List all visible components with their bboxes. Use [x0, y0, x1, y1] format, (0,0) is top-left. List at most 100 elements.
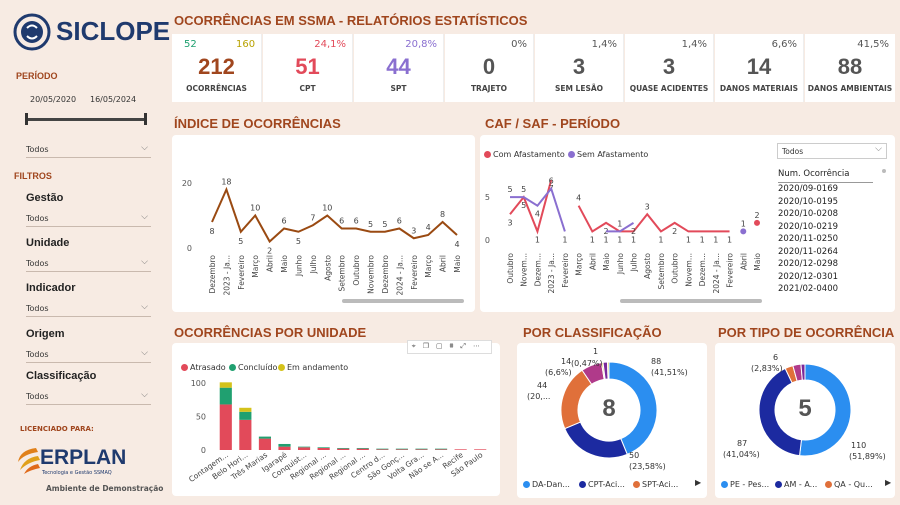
data-label: 18	[221, 178, 231, 187]
label-110: 110	[851, 441, 867, 450]
filter-icon[interactable]: ⩩	[449, 342, 461, 350]
legend-dot	[825, 481, 832, 488]
caf-select[interactable]: Todos ⌵	[777, 143, 887, 159]
filter-unidade-select[interactable]: Todos ⌵	[26, 256, 151, 272]
table-row[interactable]: 2020/12-0298	[778, 259, 839, 269]
table-row[interactable]: 2020/12-0301	[778, 271, 839, 282]
label-50-pct: (23,58%)	[629, 462, 666, 471]
filter-value: Todos	[26, 392, 49, 401]
comment-icon[interactable]: ▢	[436, 342, 450, 350]
date-range-slider[interactable]	[26, 118, 146, 121]
unidade-legend-atrasado[interactable]: Atrasado	[181, 363, 226, 372]
label-87-pct: (41,04%)	[723, 450, 760, 459]
caf-select-value: Todos	[782, 147, 804, 156]
label-14-pct: (6,6%)	[545, 368, 572, 377]
indice-scrollbar[interactable]	[342, 299, 464, 303]
x-tick-label: Outubro	[352, 255, 361, 286]
kpi-sem-lesao[interactable]: 1,4% 3 SEM LESÃO	[535, 34, 624, 102]
data-label: 5	[521, 201, 526, 210]
indice-card: 0 20 8 Dezembro 18 2023 - Ja... 5 Fevereiro 10 Ma…	[172, 135, 475, 312]
kpi-cpt[interactable]: 24,1% 51 CPT	[263, 34, 353, 102]
donut-slice	[564, 421, 628, 459]
y-tick-label: 0	[201, 446, 206, 455]
caf-table-scrollbar[interactable]	[882, 169, 886, 173]
period-select[interactable]: Todos ⌵	[26, 142, 151, 158]
slider-handle-end[interactable]	[144, 113, 147, 125]
data-label: 4	[426, 223, 431, 232]
focus-mode-icon[interactable]: ⤢	[460, 342, 473, 350]
table-row[interactable]: 2020/11-0250	[778, 234, 839, 244]
tipo-legend-qa[interactable]: QA - Qu...	[825, 480, 873, 489]
table-row[interactable]: 2020/11-0264	[778, 246, 839, 257]
caf-table-header[interactable]: Num. Ocorrência	[778, 169, 873, 183]
x-tick-label: Fevereiro	[237, 255, 246, 290]
kpi-value: 51	[295, 54, 320, 79]
caf-table-rows: 2020/09-0169 2020/10-0195 2020/10-0208 2020…	[778, 183, 873, 296]
donut-center-value: 8	[602, 395, 616, 422]
x-tick-label: Abril	[266, 255, 275, 272]
table-row[interactable]: 2020/10-0219	[778, 221, 839, 232]
legend-label: Concluído	[238, 363, 278, 372]
filter-indicador-select[interactable]: Todos ⌵	[26, 301, 151, 317]
label-110-pct: (51,89%)	[849, 452, 886, 461]
table-row[interactable]: 2020/10-0195	[778, 196, 839, 207]
kpi-danos-ambientais[interactable]: 41,5% 88 DANOS AMBIENTAIS	[805, 34, 895, 102]
kpi-label: SPT	[390, 84, 407, 93]
kpi-quase-acidentes[interactable]: 1,4% 3 QUASE ACIDENTES	[625, 34, 714, 102]
x-tick-label: Abril	[439, 255, 448, 272]
filter-origem-select[interactable]: Todos ⌵	[26, 347, 151, 363]
data-label: 6	[339, 217, 344, 226]
unidade-bar-segment	[239, 411, 252, 420]
filter-gestao-select[interactable]: Todos ⌵	[26, 211, 151, 227]
more-options-icon[interactable]: ⋯	[473, 342, 487, 350]
x-tick-label: Agosto	[323, 255, 332, 281]
data-label: 1	[617, 219, 622, 228]
legend-label: CPT-Aci...	[588, 480, 625, 489]
x-tick-label: Fevereiro	[726, 253, 735, 288]
data-label: 1	[713, 235, 718, 244]
legend-dot	[484, 151, 491, 158]
class-legend-spt[interactable]: SPT-Aci...	[633, 480, 678, 489]
table-row[interactable]: 2021/02-0400	[778, 284, 839, 294]
table-row[interactable]: 2020/10-0208	[778, 209, 839, 219]
kpi-spt[interactable]: 20,8% 44 SPT	[354, 34, 444, 102]
classificacao-donut-chart	[560, 361, 658, 459]
x-tick-label: Novem...	[684, 253, 693, 287]
kpi-label: DANOS AMBIENTAIS	[807, 84, 893, 93]
class-legend-da[interactable]: DA-Dan...	[523, 480, 570, 489]
caf-table[interactable]: Num. Ocorrência 2020/09-0169 2020/10-0195…	[778, 169, 873, 304]
pin-icon[interactable]: ⌖	[411, 342, 423, 350]
donut-slice	[560, 369, 593, 430]
unidade-legend-andamento[interactable]: Em andamento	[278, 363, 348, 372]
data-label: 4	[535, 210, 540, 219]
table-row[interactable]: 2020/09-0169	[778, 184, 839, 194]
caf-legend-sem[interactable]: Sem Afastamento	[568, 150, 648, 159]
chevron-down-icon: ⌵	[141, 390, 148, 400]
unidade-legend-concluido[interactable]: Concluído	[229, 363, 277, 372]
data-label: 1	[617, 235, 622, 244]
legend-next-icon[interactable]: ▶	[885, 478, 892, 487]
tipo-legend-am[interactable]: AM - A...	[775, 480, 817, 489]
caf-legend-com[interactable]: Com Afastamento	[484, 150, 565, 159]
date-end[interactable]: 16/05/2024	[90, 95, 137, 104]
kpi-trajeto[interactable]: 0% 0 TRAJETO	[445, 34, 534, 102]
legend-next-icon[interactable]: ▶	[695, 478, 702, 487]
unidade-bar-segment	[258, 438, 271, 450]
copy-icon[interactable]: ❐	[422, 342, 437, 350]
date-start[interactable]: 20/05/2020	[30, 95, 77, 104]
legend-dot	[579, 481, 586, 488]
filter-classificacao-select[interactable]: Todos ⌵	[26, 389, 151, 405]
visual-toolbar: ⌖❐▢⩩⤢⋯	[406, 340, 492, 354]
kpi-ocorrencias[interactable]: 52 160 212 OCORRÊNCIAS	[172, 34, 262, 102]
tipo-legend-pe[interactable]: PE - Pes...	[721, 480, 769, 489]
kpi-danos-materiais[interactable]: 6,6% 14 DANOS MATERIAIS	[715, 34, 804, 102]
unidade-bar-segment	[219, 382, 232, 388]
kpi-pct: 20,8%	[405, 39, 437, 50]
donut-slice	[799, 363, 852, 457]
class-legend-cpt[interactable]: CPT-Aci...	[579, 480, 625, 489]
slider-handle-start[interactable]	[25, 113, 28, 125]
label-1: 1	[593, 347, 599, 356]
data-label: 2	[672, 227, 677, 236]
caf-scrollbar[interactable]	[620, 299, 762, 303]
label-6-pct: (2,83%)	[751, 364, 783, 373]
